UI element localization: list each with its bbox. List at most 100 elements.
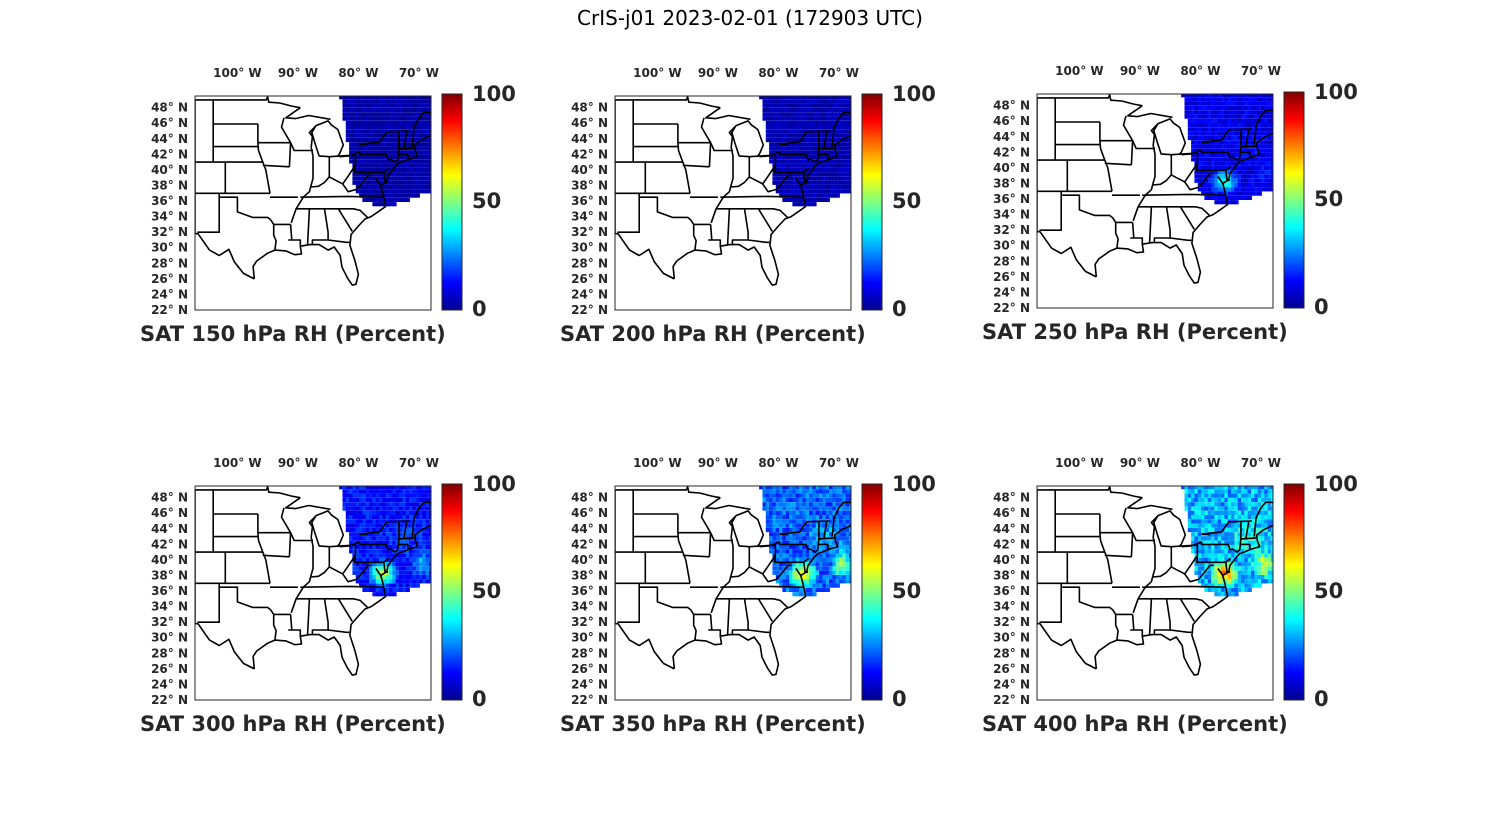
rh-pixel bbox=[839, 566, 844, 571]
rh-pixel bbox=[422, 125, 427, 130]
state-border bbox=[1253, 109, 1273, 145]
rh-pixel bbox=[395, 193, 400, 198]
rh-pixel bbox=[345, 133, 350, 138]
rh-pixel bbox=[805, 562, 810, 567]
rh-pixel bbox=[1237, 506, 1242, 511]
rh-pixel bbox=[775, 489, 780, 494]
rh-pixel bbox=[385, 587, 390, 592]
rh-pixel bbox=[379, 506, 384, 511]
rh-pixel bbox=[402, 587, 407, 592]
rh-pixel bbox=[1201, 545, 1206, 550]
state-border bbox=[795, 178, 802, 186]
rh-pixel bbox=[1187, 123, 1192, 128]
rh-pixel bbox=[379, 570, 384, 575]
rh-pixel bbox=[1187, 131, 1192, 136]
rh-pixel bbox=[395, 96, 400, 100]
rh-pixel bbox=[1237, 157, 1242, 162]
rh-pixel bbox=[1211, 489, 1216, 494]
rh-pixel bbox=[815, 167, 820, 172]
rh-pixel bbox=[385, 510, 390, 515]
rh-pixel bbox=[385, 99, 390, 104]
rh-pixel bbox=[1231, 153, 1236, 158]
rh-pixel bbox=[799, 506, 804, 511]
rh-pixel bbox=[352, 96, 357, 100]
rh-pixel bbox=[1234, 510, 1239, 515]
rh-pixel bbox=[345, 125, 350, 130]
rh-pixel bbox=[1187, 118, 1192, 123]
rh-pixel bbox=[802, 155, 807, 160]
state-border bbox=[1153, 118, 1187, 156]
rh-pixel bbox=[785, 527, 790, 533]
rh-pixel bbox=[835, 146, 840, 151]
rh-pixel bbox=[375, 592, 380, 597]
rh-pixel bbox=[772, 570, 777, 575]
rh-pixel bbox=[835, 180, 840, 185]
rh-pixel bbox=[789, 137, 794, 143]
rh-pixel bbox=[1217, 566, 1222, 571]
rh-pixel bbox=[812, 120, 817, 125]
rh-pixel bbox=[1201, 502, 1206, 507]
rh-pixel bbox=[1201, 553, 1206, 558]
colorbar-tick-label: 100 bbox=[1314, 80, 1358, 104]
rh-pixel bbox=[1261, 562, 1266, 567]
rh-pixel bbox=[1211, 174, 1216, 179]
rh-pixel bbox=[369, 527, 374, 533]
rh-pixel bbox=[809, 557, 814, 562]
rh-pixel bbox=[429, 103, 431, 108]
rh-pixel bbox=[1217, 527, 1222, 533]
rh-pixel bbox=[779, 185, 784, 190]
rh-pixel bbox=[429, 142, 431, 147]
rh-pixel bbox=[355, 493, 360, 498]
lon-tick-label: 70° W bbox=[1241, 64, 1281, 78]
rh-pixel bbox=[782, 493, 787, 498]
rh-pixel bbox=[1194, 153, 1199, 158]
rh-pixel bbox=[359, 575, 364, 580]
rh-pixel bbox=[845, 155, 850, 160]
rh-pixel bbox=[1271, 153, 1273, 158]
rh-pixel bbox=[789, 159, 794, 164]
rh-pixel bbox=[1244, 553, 1249, 558]
rh-pixel bbox=[849, 575, 851, 580]
rh-pixel bbox=[765, 519, 770, 524]
rh-pixel bbox=[845, 515, 850, 520]
rh-pixel bbox=[845, 575, 850, 580]
rh-pixel bbox=[819, 172, 824, 177]
rh-pixel bbox=[792, 107, 797, 113]
rh-pixel bbox=[799, 189, 804, 194]
rh-pixel bbox=[792, 146, 797, 151]
rh-pixel bbox=[789, 125, 794, 130]
rh-pixel bbox=[765, 96, 770, 100]
rh-pixel bbox=[842, 493, 847, 498]
rh-pixel bbox=[1231, 123, 1236, 128]
rh-pixel bbox=[372, 523, 377, 528]
rh-pixel bbox=[1237, 135, 1242, 141]
rh-pixel bbox=[825, 137, 830, 143]
rh-pixel bbox=[1231, 566, 1236, 571]
rh-pixel bbox=[379, 579, 384, 584]
rh-pixel bbox=[799, 172, 804, 177]
rh-pixel bbox=[769, 486, 774, 490]
rh-pixel bbox=[1267, 523, 1272, 528]
rh-pixel bbox=[1267, 153, 1272, 158]
state-border bbox=[1142, 585, 1226, 588]
lat-tick-label: 46° N bbox=[993, 114, 1030, 128]
rh-pixel bbox=[409, 172, 414, 177]
rh-pixel bbox=[802, 99, 807, 104]
rh-pixel bbox=[792, 562, 797, 567]
rh-pixel bbox=[799, 489, 804, 494]
state-border bbox=[823, 130, 828, 150]
rh-pixel bbox=[819, 185, 824, 190]
rh-pixel bbox=[362, 189, 367, 194]
rh-pixel bbox=[405, 566, 410, 571]
rh-pixel bbox=[355, 133, 360, 138]
rh-pixel bbox=[1221, 536, 1226, 541]
rh-pixel bbox=[772, 519, 777, 524]
rh-pixel bbox=[822, 180, 827, 185]
rh-pixel bbox=[399, 566, 404, 571]
rh-pixel bbox=[1257, 553, 1262, 558]
state-border bbox=[358, 521, 400, 553]
rh-pixel bbox=[399, 176, 404, 181]
rh-pixel bbox=[369, 125, 374, 130]
rh-pixel bbox=[372, 519, 377, 524]
rh-pixel bbox=[835, 189, 840, 194]
